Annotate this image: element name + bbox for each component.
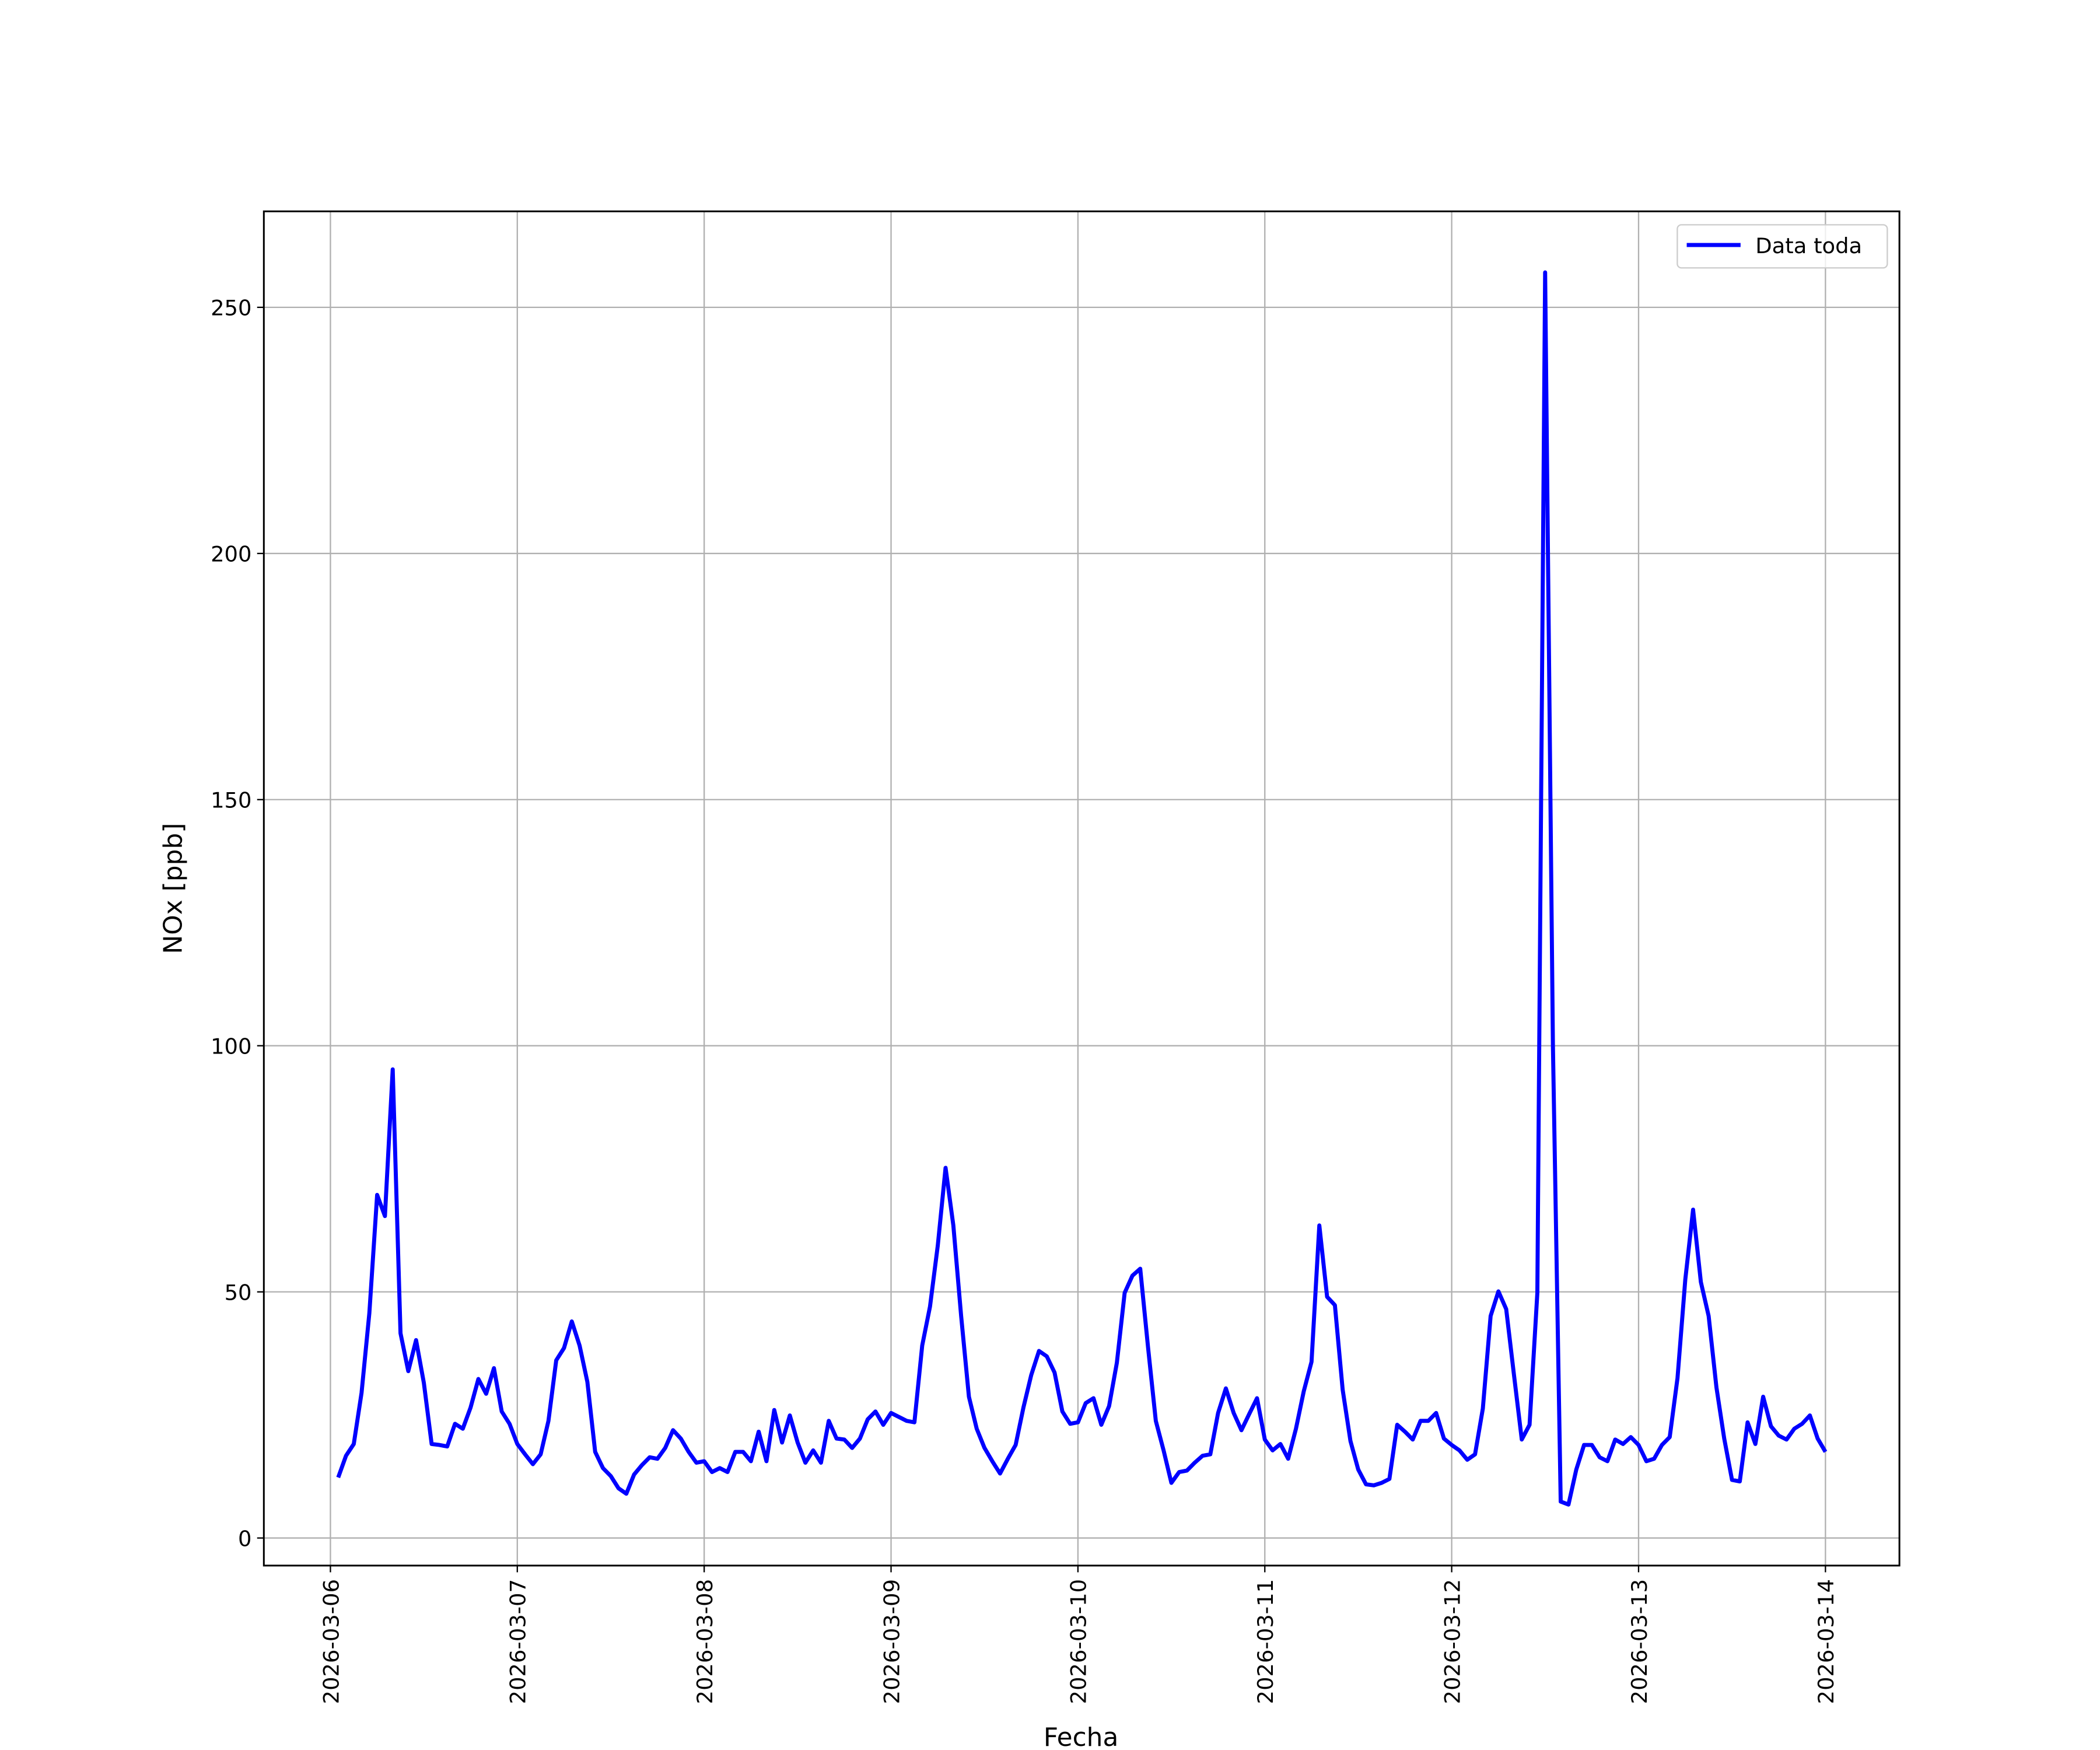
- x-tick-label: 2026-03-08: [692, 1579, 718, 1704]
- y-tick-label: 150: [211, 788, 251, 813]
- data-line: [336, 270, 1828, 1507]
- x-tick-label: 2026-03-10: [1066, 1579, 1091, 1704]
- y-tick-label: 250: [211, 296, 251, 321]
- x-tick-label: 2026-03-09: [879, 1579, 904, 1704]
- legend-box: [1676, 224, 1888, 269]
- y-tick-label: 50: [225, 1280, 252, 1305]
- x-tick-label: 2026-03-07: [506, 1579, 531, 1704]
- legend-label: Data toda: [1755, 233, 1862, 258]
- y-tick-label: 100: [211, 1034, 251, 1059]
- x-tick-label: 2026-03-12: [1440, 1579, 1465, 1704]
- plot-frame: [262, 210, 1901, 1567]
- x-tick-label: 2026-03-11: [1253, 1579, 1278, 1704]
- y-tick-label: 0: [238, 1526, 251, 1551]
- x-tick-label: 2026-03-13: [1627, 1579, 1652, 1704]
- x-tick-label: 2026-03-14: [1814, 1579, 1839, 1704]
- x-axis-label: Fecha: [1044, 1723, 1119, 1750]
- x-tick-label: 2026-03-06: [318, 1579, 344, 1704]
- y-axis-label: NOx [ppb]: [159, 823, 188, 954]
- y-tick-label: 200: [211, 542, 251, 567]
